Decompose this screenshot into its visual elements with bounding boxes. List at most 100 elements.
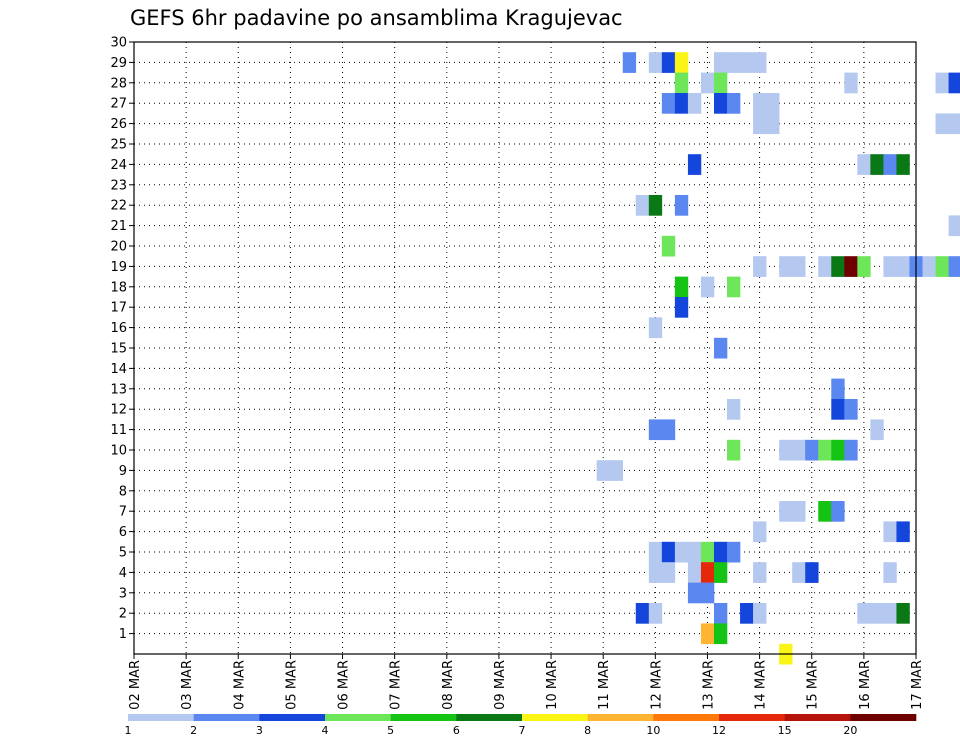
legend-swatch (456, 714, 523, 721)
y-tick-label: 12 (110, 403, 127, 418)
heatmap-cell (753, 603, 767, 624)
heatmap-cell (844, 72, 858, 94)
heatmap-cell (727, 93, 741, 114)
heatmap-cell (792, 439, 806, 461)
heatmap-cell (687, 154, 702, 175)
y-tick-label: 6 (119, 525, 127, 540)
heatmap-cell (870, 154, 884, 175)
heatmap-cell (792, 501, 806, 522)
y-tick-label: 4 (119, 566, 127, 581)
heatmap-cell (661, 52, 676, 73)
x-tick-label: 04 MAR (232, 660, 247, 710)
heatmap-cell (609, 460, 624, 481)
heatmap-cell (935, 113, 949, 135)
heatmap-cell (831, 501, 845, 522)
legend-label: 5 (387, 724, 394, 737)
y-tick-label: 25 (110, 138, 127, 153)
heatmap-cell (792, 256, 806, 277)
heatmap-cell (661, 541, 676, 563)
heatmap-cell (687, 582, 702, 604)
heatmap-cell (713, 52, 728, 73)
heatmap-cell (713, 93, 728, 114)
y-tick-label: 30 (110, 36, 127, 51)
heatmap-cell (935, 256, 949, 277)
heatmap-cell (948, 215, 960, 237)
heatmap-cell (883, 562, 897, 583)
legend-label: 2 (190, 724, 197, 737)
heatmap-cell (674, 93, 689, 114)
y-tick-label: 27 (110, 97, 127, 112)
heatmap-cell (674, 72, 689, 94)
x-tick-label: 10 MAR (545, 660, 560, 710)
y-tick-label: 18 (110, 280, 127, 295)
legend-label: 6 (453, 724, 460, 737)
y-tick-label: 8 (119, 484, 127, 499)
y-tick-label: 16 (110, 321, 127, 336)
x-tick-label: 16 MAR (858, 660, 873, 710)
legend-label: 12 (712, 724, 726, 737)
heatmap-cell (713, 541, 728, 563)
heatmap-cell (661, 235, 676, 257)
heatmap-cell (713, 72, 728, 94)
heatmap-cell (753, 256, 767, 277)
heatmap-cell (753, 521, 767, 543)
x-tick-label: 03 MAR (180, 660, 195, 710)
heatmap-cell (648, 195, 663, 216)
legend-swatch (719, 714, 785, 721)
heatmap-cell (896, 154, 910, 175)
heatmap-cell (948, 113, 960, 135)
heatmap-cell (883, 521, 897, 543)
heatmap-cell (674, 297, 689, 318)
legend-swatch (390, 714, 457, 721)
legend-label: 3 (256, 724, 263, 737)
heatmap-cell (648, 317, 663, 339)
x-tick-label: 13 MAR (701, 660, 716, 710)
legend-label: 15 (778, 724, 792, 737)
heatmap-cell (818, 501, 832, 522)
y-tick-label: 9 (119, 464, 127, 479)
heatmap-cell (700, 541, 715, 563)
heatmap-cell (792, 562, 806, 583)
heatmap-cell (870, 419, 884, 441)
x-tick-label: 02 MAR (128, 660, 143, 710)
chart-title: GEFS 6hr padavine po ansamblima Kragujev… (130, 6, 623, 30)
legend-swatch (128, 714, 194, 721)
legend-label: 7 (519, 724, 526, 737)
heatmap-cell (635, 603, 650, 624)
heatmap-cell (740, 603, 754, 624)
x-tick-label: 15 MAR (806, 660, 821, 710)
y-tick-label: 3 (119, 586, 127, 601)
heatmap-cell (779, 501, 793, 522)
x-tick-label: 05 MAR (284, 660, 299, 710)
heatmap-cell (818, 256, 832, 277)
heatmap-cell (622, 52, 637, 73)
heatmap-cell (883, 603, 897, 624)
heatmap-cell (740, 52, 754, 73)
heatmap-cell (727, 276, 741, 298)
heatmap-cell (935, 72, 949, 94)
heatmap-cell (857, 603, 871, 624)
heatmap-cell (831, 256, 845, 277)
x-tick-label: 07 MAR (389, 660, 404, 710)
x-tick-label: 11 MAR (597, 660, 612, 710)
y-tick-label: 21 (110, 219, 127, 234)
heatmap-cell (948, 72, 960, 94)
heatmap-cell (713, 603, 728, 624)
legend-swatch (522, 714, 588, 721)
y-tick-label: 28 (110, 76, 127, 91)
heatmap-cell (805, 439, 819, 461)
heatmap-cell (844, 256, 858, 277)
legend-swatch (784, 714, 851, 721)
heatmap-cell (700, 72, 715, 94)
heatmap-cell (883, 256, 897, 277)
y-tick-label: 13 (110, 382, 127, 397)
heatmap-cell (766, 93, 780, 114)
heatmap-cell (727, 52, 741, 73)
y-tick-label: 2 (119, 607, 127, 622)
heatmap-cell (648, 562, 663, 583)
legend-swatch (259, 714, 326, 721)
heatmap-cell (831, 439, 845, 461)
heatmap-cell (700, 582, 715, 604)
heatmap-cell (857, 154, 871, 175)
